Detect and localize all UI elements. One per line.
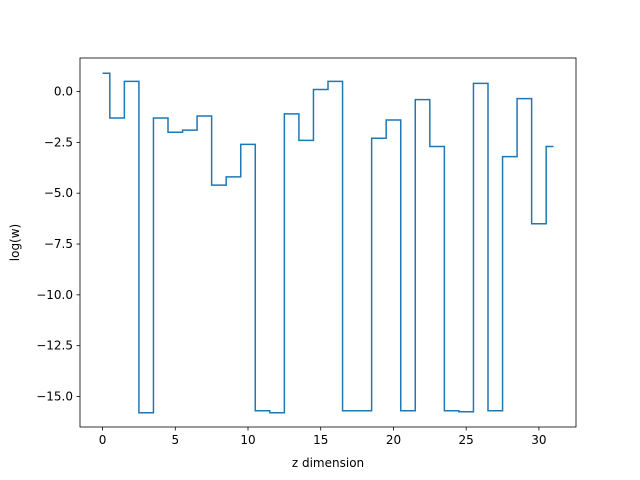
y-tick-label-5: −12.5 [36,339,73,353]
x-tick-label-15: 15 [313,433,328,447]
y-tick-label-2: −5.0 [44,186,73,200]
plot-area [102,72,554,414]
x-tick-label-5: 5 [171,433,179,447]
x-tick-label-10: 10 [240,433,255,447]
series-line-0 [102,72,554,414]
y-tick-label-1: −2.5 [44,135,73,149]
x-tick-label-20: 20 [386,433,401,447]
y-tick-label-0: 0.0 [54,85,73,99]
x-tick-label-30: 30 [531,433,546,447]
y-tick-label-3: −7.5 [44,237,73,251]
y-axis-label: log(w) [8,224,22,261]
axes-frame [79,57,577,428]
axes: 0 5 10 15 20 25 30 0.0 −2.5 −5.0 −7.5 −10.0 −12.5 −15… [36,57,577,447]
x-tick-label-25: 25 [459,433,474,447]
x-tick-label-0: 0 [99,433,107,447]
x-axis-label: z dimension [292,456,364,470]
y-tick-label-6: −15.0 [36,390,73,404]
y-tick-label-4: −10.0 [36,288,73,302]
